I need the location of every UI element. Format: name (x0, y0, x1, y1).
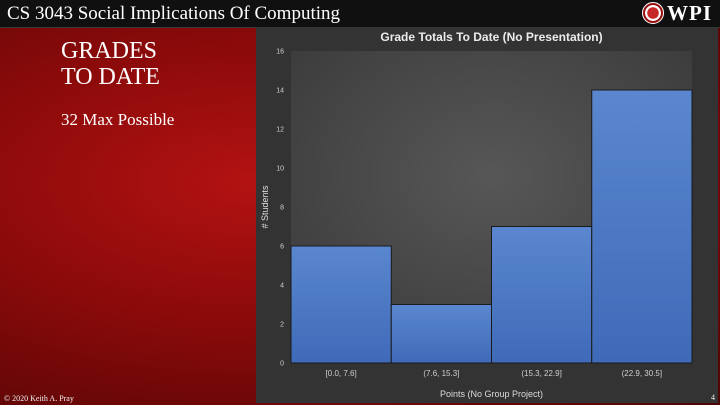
y-tick-label: 16 (276, 49, 284, 56)
page-number: 4 (711, 393, 715, 402)
slide-heading: GRADES TO DATE (61, 38, 160, 90)
x-tick-label: (15.3, 22.9] (521, 369, 561, 378)
max-possible-text: 32 Max Possible (61, 110, 175, 129)
wpi-logo: WPI (642, 1, 712, 25)
title-bar: CS 3043 Social Implications Of Computing… (0, 0, 720, 28)
chart-title: Grade Totals To Date (No Presentation) (380, 30, 602, 44)
bar (591, 89, 693, 364)
wpi-seal-icon (642, 2, 664, 24)
y-tick-label: 6 (280, 244, 284, 251)
bar (290, 245, 392, 364)
y-tick-label: 12 (276, 127, 284, 134)
x-axis-title: Points (No Group Project) (440, 389, 543, 399)
y-tick-label: 14 (276, 88, 284, 95)
y-tick-label: 8 (280, 205, 284, 212)
copyright-text: © 2020 Keith A. Pray (4, 394, 74, 403)
course-title: CS 3043 Social Implications Of Computing (7, 3, 341, 24)
slide-heading-line2: TO DATE (61, 64, 160, 90)
y-tick-label: 4 (280, 283, 284, 290)
x-tick-label: (22.9, 30.5] (622, 369, 662, 378)
wpi-logo-text: WPI (667, 0, 712, 25)
bar (390, 304, 492, 364)
bar (491, 226, 593, 364)
slide-heading-line1: GRADES (61, 38, 158, 64)
x-tick-label: (7.6, 15.3] (423, 369, 459, 378)
chart-panel: Grade Totals To Date (No Presentation) 0 2… (256, 27, 718, 403)
y-tick-label: 0 (280, 361, 284, 368)
y-axis-title: # Students (260, 185, 270, 229)
histogram-chart: Grade Totals To Date (No Presentation) 0 2… (260, 30, 693, 399)
x-tick-label: [0.0, 7.6] (326, 369, 357, 378)
y-tick-label: 2 (280, 322, 284, 329)
y-tick-label: 10 (276, 166, 284, 173)
